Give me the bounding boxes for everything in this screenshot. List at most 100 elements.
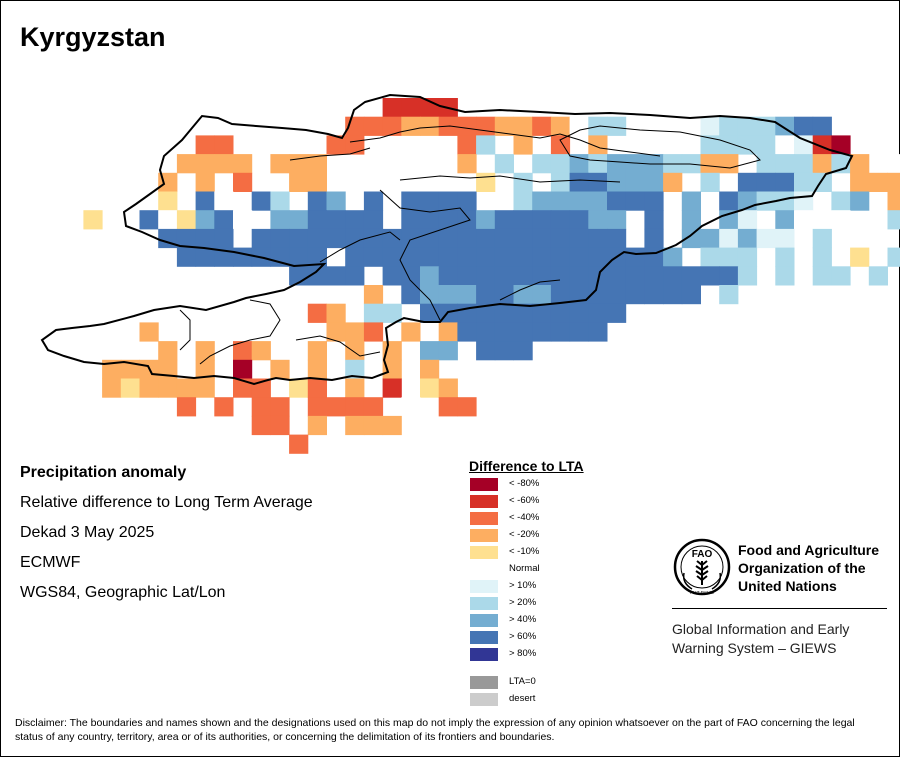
anomaly-cell <box>794 135 814 155</box>
anomaly-cell <box>794 172 814 192</box>
anomaly-cell <box>176 154 197 174</box>
anomaly-cell <box>438 210 458 230</box>
anomaly-cell <box>307 359 327 379</box>
anomaly-cell <box>532 191 552 211</box>
anomaly-cell <box>550 247 571 267</box>
anomaly-cell <box>326 322 346 342</box>
anomaly-cell <box>251 415 271 436</box>
legend-label: LTA=0 <box>509 676 536 687</box>
anomaly-cell <box>476 172 496 192</box>
anomaly-cell <box>345 378 365 398</box>
anomaly-cell <box>644 191 664 211</box>
anomaly-cell <box>607 285 627 305</box>
anomaly-cell <box>289 154 309 174</box>
anomaly-cell <box>233 247 253 267</box>
anomaly-cell <box>719 228 739 249</box>
anomaly-cell <box>737 210 758 230</box>
anomaly-cell <box>401 322 421 342</box>
anomaly-cell <box>345 397 365 417</box>
anomaly-cell <box>363 228 384 249</box>
anomaly-cell <box>307 247 327 267</box>
anomaly-cell <box>457 191 477 211</box>
anomaly-cell <box>326 397 346 417</box>
anomaly-cell <box>233 341 253 361</box>
anomaly-cell <box>158 210 178 230</box>
legend-label: desert <box>509 693 536 704</box>
anomaly-cell <box>719 266 739 286</box>
anomaly-cell <box>737 228 758 249</box>
anomaly-cell <box>775 191 795 211</box>
anomaly-cell <box>289 172 309 192</box>
anomaly-cell <box>382 303 402 323</box>
anomaly-cell <box>737 247 758 267</box>
anomaly-cell <box>532 210 552 230</box>
anomaly-cell <box>513 116 533 136</box>
map-variable: Precipitation anomaly <box>20 464 187 481</box>
anomaly-cell <box>214 397 234 417</box>
anomaly-cell <box>102 378 122 398</box>
anomaly-cell <box>457 285 477 305</box>
anomaly-cell <box>326 228 346 249</box>
anomaly-cell <box>775 154 795 174</box>
anomaly-cell <box>438 247 458 267</box>
map-source: ECMWF <box>20 554 81 571</box>
anomaly-cell <box>345 228 365 249</box>
anomaly-cell <box>607 266 627 286</box>
anomaly-cell <box>326 303 346 323</box>
anomaly-cell <box>233 210 253 230</box>
anomaly-cell <box>270 210 290 230</box>
anomaly-cell <box>513 303 533 323</box>
anomaly-cell <box>270 228 290 249</box>
legend-label: > 80% <box>509 648 537 659</box>
anomaly-cell <box>812 247 832 267</box>
anomaly-cell <box>737 135 758 155</box>
anomaly-cell <box>176 378 197 398</box>
anomaly-cell <box>550 303 571 323</box>
anomaly-cell <box>420 210 440 230</box>
giews-line: Warning System – GIEWS <box>672 640 837 656</box>
legend-label: > 10% <box>509 580 537 591</box>
anomaly-cell <box>625 247 645 267</box>
legend-swatch <box>470 597 498 610</box>
giews-name: Global Information and Early Warning Sys… <box>672 620 849 658</box>
anomaly-cell <box>607 116 627 136</box>
map-period: Dekad 3 May 2025 <box>20 524 155 541</box>
anomaly-cell <box>831 191 851 211</box>
anomaly-cell <box>607 303 627 323</box>
anomaly-cell <box>176 228 197 249</box>
anomaly-cell <box>438 397 458 417</box>
anomaly-cell <box>532 116 552 136</box>
anomaly-cell <box>625 285 645 305</box>
anomaly-cell <box>588 322 608 342</box>
anomaly-cell <box>457 135 477 155</box>
anomaly-cell <box>476 285 496 305</box>
anomaly-cell <box>550 116 571 136</box>
anomaly-cell <box>345 135 365 155</box>
anomaly-cell <box>307 378 327 398</box>
anomaly-cell <box>251 397 271 417</box>
anomaly-cell <box>270 154 290 174</box>
giews-line: Global Information and Early <box>672 621 850 637</box>
anomaly-cell <box>307 172 327 192</box>
anomaly-cell <box>233 378 253 398</box>
fao-logo-text: FAO <box>692 549 713 560</box>
anomaly-cell <box>420 247 440 267</box>
anomaly-cell <box>289 210 309 230</box>
anomaly-cell <box>700 154 720 174</box>
anomaly-cell <box>363 303 384 323</box>
anomaly-cell <box>420 228 440 249</box>
legend-label: < -20% <box>509 529 540 540</box>
legend-swatch <box>470 648 498 661</box>
anomaly-cell <box>326 266 346 286</box>
map-title: Kyrgyzstan <box>20 22 166 52</box>
anomaly-cell <box>476 247 496 267</box>
legend-title: Difference to LTA <box>469 458 584 474</box>
anomaly-cell <box>588 154 608 174</box>
anomaly-cell <box>588 285 608 305</box>
anomaly-cell <box>494 210 514 230</box>
anomaly-cell <box>120 191 140 211</box>
anomaly-cell <box>569 210 589 230</box>
anomaly-cell <box>307 303 327 323</box>
anomaly-cell <box>513 228 533 249</box>
